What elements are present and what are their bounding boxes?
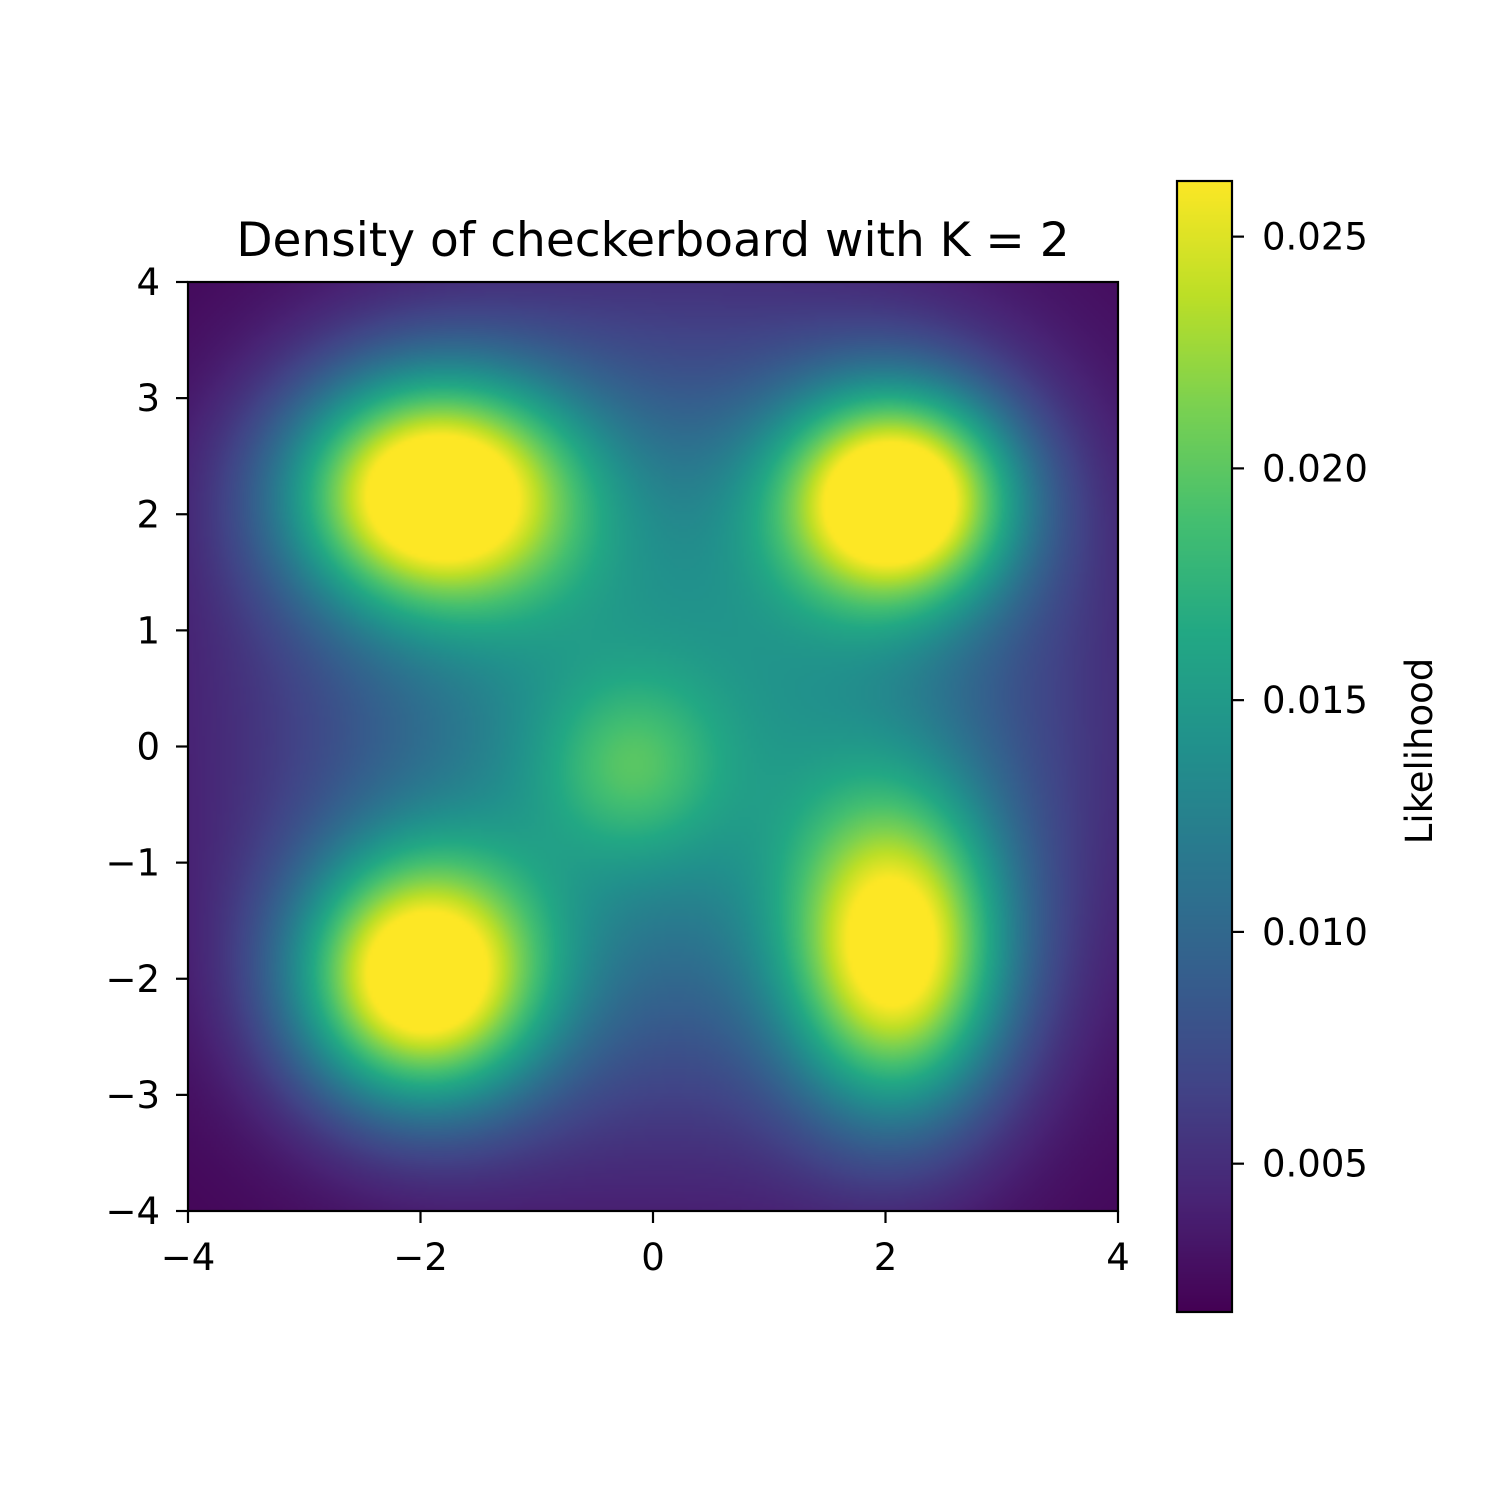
chart-title: Density of checkerboard with K = 2 <box>236 213 1069 268</box>
colorbar-label: Likelihood <box>1398 658 1441 845</box>
x-tick-label: 4 <box>1106 1236 1130 1279</box>
x-tick-label: −2 <box>393 1236 448 1279</box>
y-tick-label: 2 <box>136 493 160 536</box>
y-tick-label: −1 <box>105 842 160 885</box>
y-axis: −4 −3 −2 −1 0 1 2 3 4 <box>105 261 188 1233</box>
x-tick-label: 2 <box>874 1236 898 1279</box>
x-axis: −4 −2 0 2 4 <box>161 1211 1130 1279</box>
y-tick-label: 3 <box>136 377 160 420</box>
colorbar-gradient <box>1177 181 1232 1312</box>
colorbar-frame <box>1175 179 1234 1314</box>
colorbar-tick-label: 0.020 <box>1262 447 1368 490</box>
y-tick-label: −3 <box>105 1074 160 1117</box>
x-tick-label: 0 <box>641 1236 665 1279</box>
colorbar-tick-label: 0.010 <box>1262 911 1368 954</box>
plot-frame <box>186 280 1120 1213</box>
density-heatmap <box>188 282 1118 1211</box>
y-tick-label: 1 <box>136 609 160 652</box>
x-tick-label: −4 <box>161 1236 216 1279</box>
colorbar-axis: 0.005 0.010 0.015 0.020 0.025 <box>1232 216 1368 1186</box>
y-tick-label: 4 <box>136 261 160 304</box>
colorbar-tick-label: 0.005 <box>1262 1143 1368 1186</box>
colorbar-tick-label: 0.015 <box>1262 679 1368 722</box>
y-tick-label: 0 <box>136 726 160 769</box>
y-tick-label: −4 <box>105 1190 160 1233</box>
y-tick-label: −2 <box>105 958 160 1001</box>
colorbar-tick-label: 0.025 <box>1262 216 1368 259</box>
